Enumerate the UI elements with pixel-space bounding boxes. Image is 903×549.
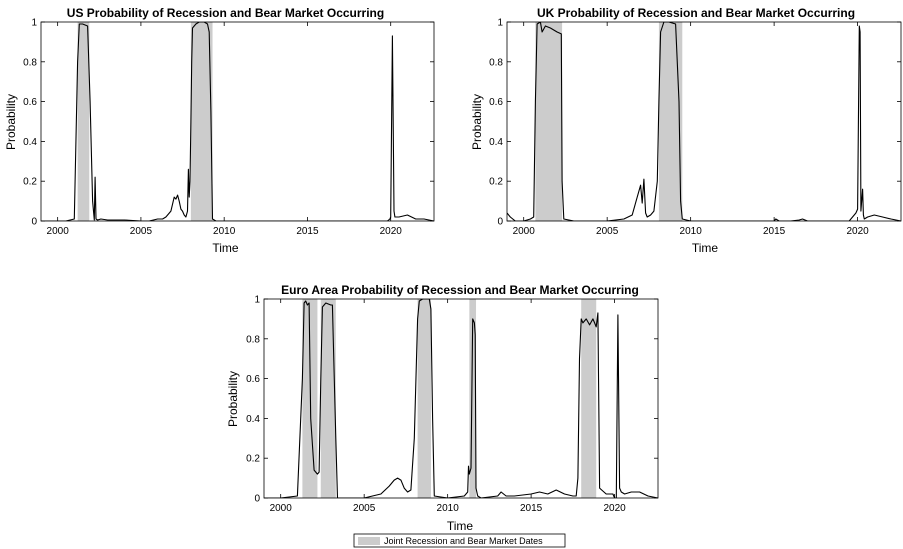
uk-y-tick-label: 0 — [497, 217, 503, 228]
uk-y-tick-label: 0.2 — [489, 177, 503, 188]
us-shaded-period-1 — [190, 22, 213, 221]
uk-y-tick-label: 0.8 — [489, 57, 503, 68]
us-x-tick-label: 2015 — [296, 226, 319, 237]
uk-chart: UK Probability of Recession and Bear Mar… — [470, 6, 902, 255]
us-chart: US Probability of Recession and Bear Mar… — [4, 6, 435, 255]
uk-plot-area — [507, 22, 901, 221]
us-probability-line — [41, 22, 434, 221]
uk-x-tick-label: 2010 — [680, 226, 703, 237]
uk-axes-box — [506, 21, 902, 222]
euro-area-y-tick-label: 1 — [254, 295, 260, 306]
uk-shaded-period-0 — [535, 22, 563, 221]
euro-area-shaded-period-3 — [469, 299, 477, 498]
us-y-tick-label: 1 — [31, 18, 37, 29]
us-axes-box — [40, 21, 435, 222]
euro-area-probability-line — [264, 299, 658, 498]
us-y-tick-label: 0.2 — [23, 177, 37, 188]
euro-area-y-tick-label: 0.8 — [246, 334, 260, 345]
us-x-tick-label: 2005 — [130, 226, 153, 237]
euro-area-x-tick-label: 2005 — [353, 503, 376, 514]
us-x-tick-label: 2020 — [380, 226, 403, 237]
legend-swatch — [358, 537, 380, 545]
uk-y-tick-label: 0.4 — [489, 137, 503, 148]
euro-area-x-tick-label: 2015 — [520, 503, 543, 514]
uk-x-tick-label: 2020 — [846, 226, 869, 237]
us-y-tick-label: 0.6 — [23, 97, 37, 108]
uk-y-tick-label: 0.6 — [489, 97, 503, 108]
euro-area-y-tick-label: 0 — [254, 494, 260, 505]
us-y-tick-label: 0.8 — [23, 57, 37, 68]
euro-area-chart: Euro Area Probability of Recession and B… — [226, 283, 659, 533]
uk-x-tick-label: 2005 — [596, 226, 619, 237]
euro-area-x-tick-label: 2010 — [437, 503, 460, 514]
us-y-axis-label: Probability — [4, 94, 18, 150]
euro-area-shaded-period-2 — [417, 299, 431, 498]
euro-area-chart-title: Euro Area Probability of Recession and B… — [281, 283, 639, 297]
uk-shaded-period-1 — [658, 22, 683, 221]
euro-area-y-tick-label: 0.4 — [246, 414, 260, 425]
us-y-tick-label: 0.4 — [23, 137, 37, 148]
uk-y-tick-label: 1 — [497, 18, 503, 29]
euro-area-y-tick-label: 0.2 — [246, 454, 260, 465]
euro-area-x-tick-label: 2020 — [603, 503, 626, 514]
legend-label: Joint Recession and Bear Market Dates — [384, 536, 543, 546]
us-x-axis-label: Time — [212, 241, 239, 255]
uk-x-tick-label: 2015 — [763, 226, 786, 237]
euro-area-x-axis-label: Time — [447, 519, 474, 533]
uk-y-axis-label: Probability — [470, 94, 484, 150]
euro-area-y-axis-label: Probability — [226, 371, 240, 427]
us-x-tick-label: 2000 — [47, 226, 70, 237]
euro-area-shaded-period-1 — [320, 299, 336, 498]
uk-chart-title: UK Probability of Recession and Bear Mar… — [537, 6, 855, 20]
legend: Joint Recession and Bear Market Dates — [353, 533, 566, 548]
euro-area-shaded-period-4 — [581, 299, 597, 498]
legend-box — [353, 533, 566, 548]
uk-x-axis-label: Time — [692, 241, 719, 255]
us-plot-area — [41, 22, 434, 221]
us-y-tick-label: 0 — [31, 217, 37, 228]
uk-x-tick-label: 2000 — [513, 226, 536, 237]
euro-area-y-tick-label: 0.6 — [246, 374, 260, 385]
euro-area-axes-box — [263, 298, 659, 499]
us-chart-title: US Probability of Recession and Bear Mar… — [67, 6, 384, 20]
us-shaded-period-0 — [77, 22, 90, 221]
euro-area-x-tick-label: 2000 — [270, 503, 293, 514]
uk-probability-line — [507, 22, 901, 221]
us-x-tick-label: 2010 — [213, 226, 236, 237]
